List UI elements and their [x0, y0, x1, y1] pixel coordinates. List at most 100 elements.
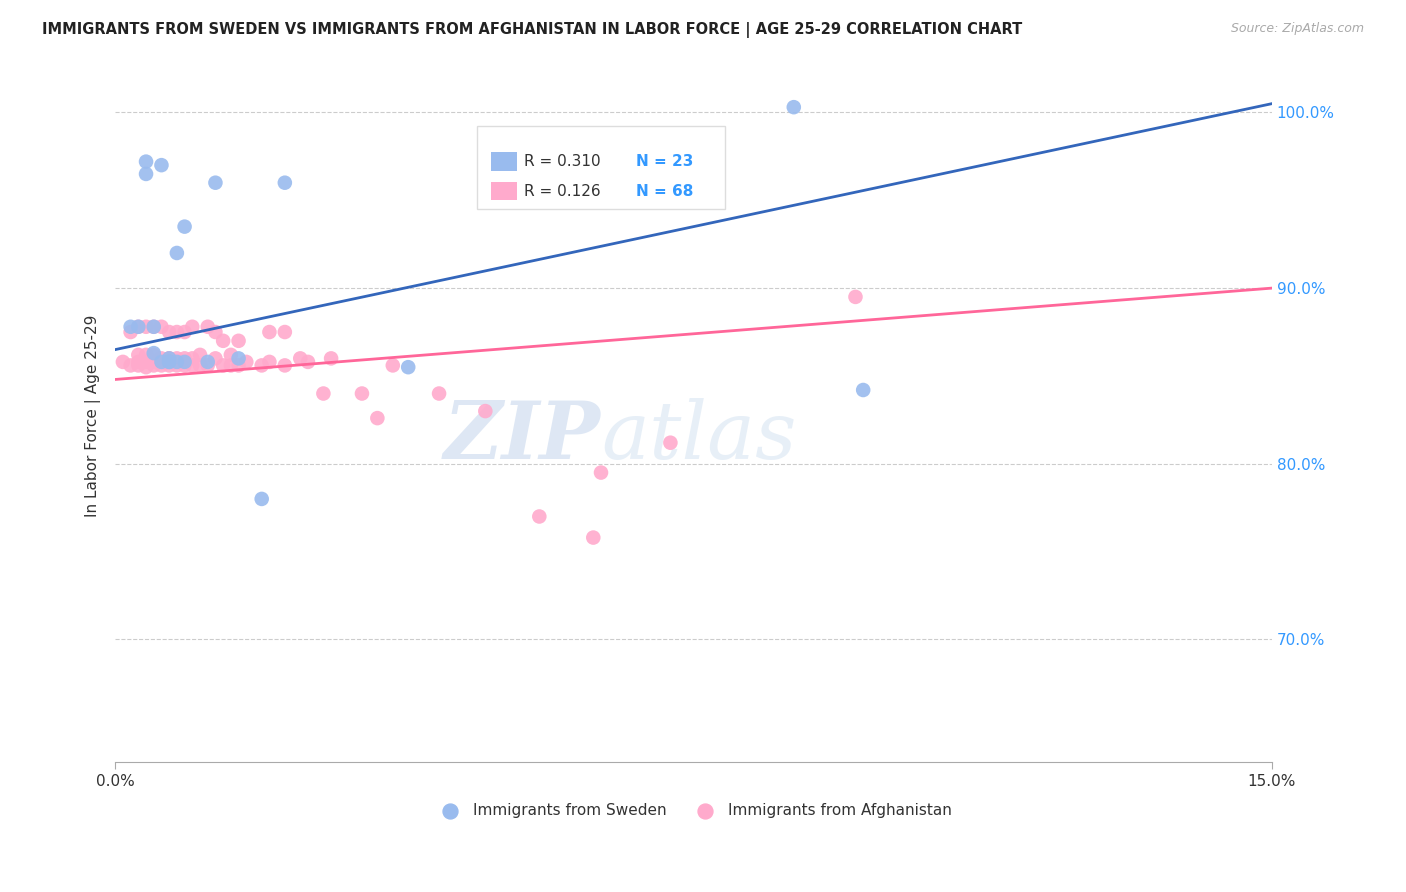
- Point: [166, 351, 188, 366]
- Point: [150, 359, 173, 373]
- Point: [157, 355, 180, 369]
- Point: [197, 359, 219, 373]
- Point: [290, 351, 312, 366]
- Point: [181, 359, 204, 373]
- Point: [142, 355, 165, 369]
- Bar: [491, 182, 516, 201]
- Point: [127, 348, 149, 362]
- Point: [274, 359, 297, 373]
- Point: [157, 359, 180, 373]
- Point: [274, 176, 297, 190]
- Point: [120, 325, 142, 339]
- Point: [142, 359, 165, 373]
- Point: [396, 360, 419, 375]
- Point: [127, 355, 149, 369]
- Point: [135, 167, 157, 181]
- Point: [173, 325, 195, 339]
- Point: [204, 351, 226, 366]
- Point: [142, 319, 165, 334]
- Point: [783, 100, 806, 114]
- Point: [366, 411, 388, 425]
- Point: [188, 348, 211, 362]
- Point: [127, 359, 149, 373]
- Point: [474, 404, 496, 418]
- Point: [319, 351, 342, 366]
- Point: [142, 346, 165, 360]
- Text: R = 0.126: R = 0.126: [523, 184, 600, 199]
- Text: Source: ZipAtlas.com: Source: ZipAtlas.com: [1230, 22, 1364, 36]
- Point: [157, 355, 180, 369]
- Point: [166, 246, 188, 260]
- Point: [204, 176, 226, 190]
- FancyBboxPatch shape: [477, 126, 724, 209]
- Text: IMMIGRANTS FROM SWEDEN VS IMMIGRANTS FROM AFGHANISTAN IN LABOR FORCE | AGE 25-29: IMMIGRANTS FROM SWEDEN VS IMMIGRANTS FRO…: [42, 22, 1022, 38]
- Point: [173, 355, 195, 369]
- Point: [127, 319, 149, 334]
- Point: [204, 325, 226, 339]
- Point: [173, 355, 195, 369]
- Point: [274, 325, 297, 339]
- Point: [150, 355, 173, 369]
- Point: [166, 355, 188, 369]
- Point: [852, 383, 875, 397]
- Point: [135, 319, 157, 334]
- Point: [150, 351, 173, 366]
- Point: [228, 334, 250, 348]
- Point: [142, 348, 165, 362]
- Point: [142, 319, 165, 334]
- Point: [188, 359, 211, 373]
- Point: [142, 355, 165, 369]
- Point: [197, 355, 219, 369]
- Point: [181, 319, 204, 334]
- Point: [135, 355, 157, 369]
- Point: [235, 355, 257, 369]
- Point: [350, 386, 373, 401]
- Point: [157, 351, 180, 366]
- Point: [529, 509, 551, 524]
- Point: [589, 466, 612, 480]
- Point: [381, 359, 404, 373]
- Point: [582, 531, 605, 545]
- Point: [173, 351, 195, 366]
- Point: [157, 355, 180, 369]
- Text: R = 0.310: R = 0.310: [523, 153, 600, 169]
- Point: [166, 325, 188, 339]
- Point: [312, 386, 335, 401]
- Point: [150, 355, 173, 369]
- Point: [250, 491, 273, 506]
- Point: [127, 319, 149, 334]
- Point: [228, 359, 250, 373]
- Point: [844, 290, 866, 304]
- Y-axis label: In Labor Force | Age 25-29: In Labor Force | Age 25-29: [86, 314, 101, 516]
- Point: [297, 355, 319, 369]
- Point: [228, 351, 250, 366]
- Point: [166, 355, 188, 369]
- Point: [259, 325, 281, 339]
- Point: [212, 334, 235, 348]
- Point: [135, 360, 157, 375]
- Text: N = 23: N = 23: [636, 153, 693, 169]
- Point: [135, 348, 157, 362]
- Point: [197, 319, 219, 334]
- Point: [181, 351, 204, 366]
- Text: N = 68: N = 68: [636, 184, 693, 199]
- Point: [219, 359, 242, 373]
- Point: [219, 348, 242, 362]
- Point: [150, 158, 173, 172]
- Bar: [491, 152, 516, 170]
- Legend: Immigrants from Sweden, Immigrants from Afghanistan: Immigrants from Sweden, Immigrants from …: [429, 797, 957, 824]
- Point: [157, 325, 180, 339]
- Point: [157, 351, 180, 366]
- Point: [173, 219, 195, 234]
- Point: [259, 355, 281, 369]
- Point: [659, 435, 682, 450]
- Point: [157, 351, 180, 366]
- Point: [166, 359, 188, 373]
- Text: ZIP: ZIP: [444, 398, 600, 475]
- Point: [250, 359, 273, 373]
- Point: [120, 319, 142, 334]
- Text: atlas: atlas: [600, 398, 796, 475]
- Point: [120, 359, 142, 373]
- Point: [212, 359, 235, 373]
- Point: [427, 386, 450, 401]
